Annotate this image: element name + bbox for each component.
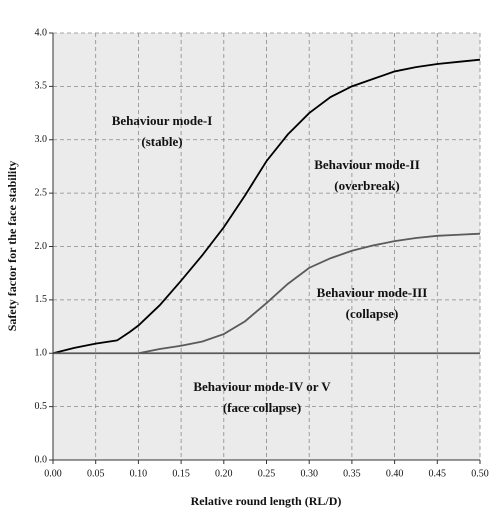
y-axis-title: Safety factor for the face stability bbox=[5, 161, 19, 332]
x-tick-label: 0.40 bbox=[386, 468, 404, 479]
x-tick-label: 0.50 bbox=[471, 468, 489, 479]
x-tick-label: 0.30 bbox=[300, 468, 318, 479]
y-tick-label: 0.5 bbox=[35, 401, 48, 412]
annotation: Behaviour mode-I bbox=[112, 113, 213, 128]
x-axis-title: Relative round length (RL/D) bbox=[191, 494, 342, 508]
annotation: Behaviour mode-II bbox=[314, 157, 420, 172]
annotation: (face collapse) bbox=[223, 400, 301, 415]
x-tick-label: 0.00 bbox=[44, 468, 62, 479]
annotation: Behaviour mode-III bbox=[317, 285, 428, 300]
annotation: (stable) bbox=[141, 134, 182, 149]
series-line bbox=[138, 232, 481, 355]
y-tick-label: 2.5 bbox=[35, 187, 48, 198]
x-tick-label: 0.25 bbox=[258, 468, 276, 479]
y-tick-label: 1.0 bbox=[35, 348, 48, 359]
annotation: (collapse) bbox=[346, 306, 399, 321]
annotation: (overbreak) bbox=[334, 178, 399, 193]
annotation: Behaviour mode-IV or V bbox=[193, 379, 331, 394]
y-tick-label: 2.0 bbox=[35, 241, 48, 252]
y-tick-label: 0.0 bbox=[35, 454, 48, 465]
x-tick-label: 0.05 bbox=[87, 468, 105, 479]
y-tick-label: 1.5 bbox=[35, 294, 48, 305]
x-tick-label: 0.45 bbox=[429, 468, 447, 479]
x-tick-label: 0.15 bbox=[172, 468, 190, 479]
x-tick-label: 0.20 bbox=[215, 468, 233, 479]
y-tick-label: 3.0 bbox=[35, 134, 48, 145]
y-tick-label: 4.0 bbox=[35, 27, 48, 38]
series-line bbox=[52, 58, 481, 355]
x-tick-label: 0.10 bbox=[130, 468, 148, 479]
x-tick-label: 0.35 bbox=[343, 468, 361, 479]
y-tick-label: 3.5 bbox=[35, 81, 48, 92]
